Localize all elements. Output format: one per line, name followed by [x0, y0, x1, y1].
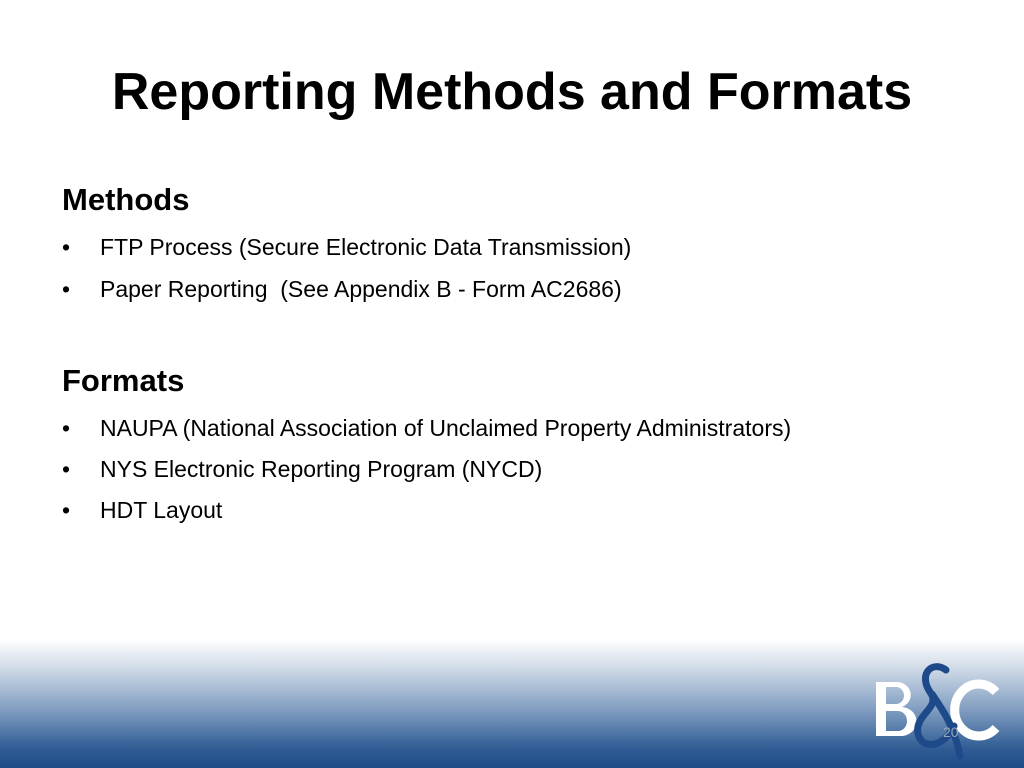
- bullet-icon: •: [62, 415, 71, 441]
- footer-gradient-band: [0, 640, 1024, 768]
- list-item-text: NYS Electronic Reporting Program (NYCD): [100, 456, 543, 482]
- bullet-icon: •: [62, 497, 71, 523]
- section-heading-methods: Methods: [62, 182, 190, 217]
- list-item: • NYS Electronic Reporting Program (NYCD): [62, 456, 542, 483]
- company-logo: [876, 663, 1000, 760]
- bullet-icon: •: [62, 276, 71, 302]
- list-item: • HDT Layout: [62, 497, 222, 524]
- section-heading-formats: Formats: [62, 363, 185, 398]
- logo-letter-b-icon: [876, 682, 917, 737]
- list-item-text: NAUPA (National Association of Unclaimed…: [100, 415, 792, 441]
- bullet-icon: •: [62, 456, 71, 482]
- logo-letter-c-icon: [950, 679, 1000, 741]
- list-item: • Paper Reporting (See Appendix B - Form …: [62, 276, 622, 303]
- list-item-text: HDT Layout: [100, 497, 223, 523]
- bullet-icon: •: [62, 234, 71, 260]
- list-item: • NAUPA (National Association of Unclaime…: [62, 415, 791, 442]
- list-item: • FTP Process (Secure Electronic Data Tra…: [62, 234, 631, 261]
- logo-ampersand-icon: [914, 663, 964, 760]
- slide-title: Reporting Methods and Formats: [111, 63, 913, 121]
- page-number: 20: [943, 724, 959, 740]
- list-item-text: FTP Process (Secure Electronic Data Tran…: [100, 234, 632, 260]
- list-item-text: Paper Reporting (See Appendix B - Form A…: [100, 276, 622, 302]
